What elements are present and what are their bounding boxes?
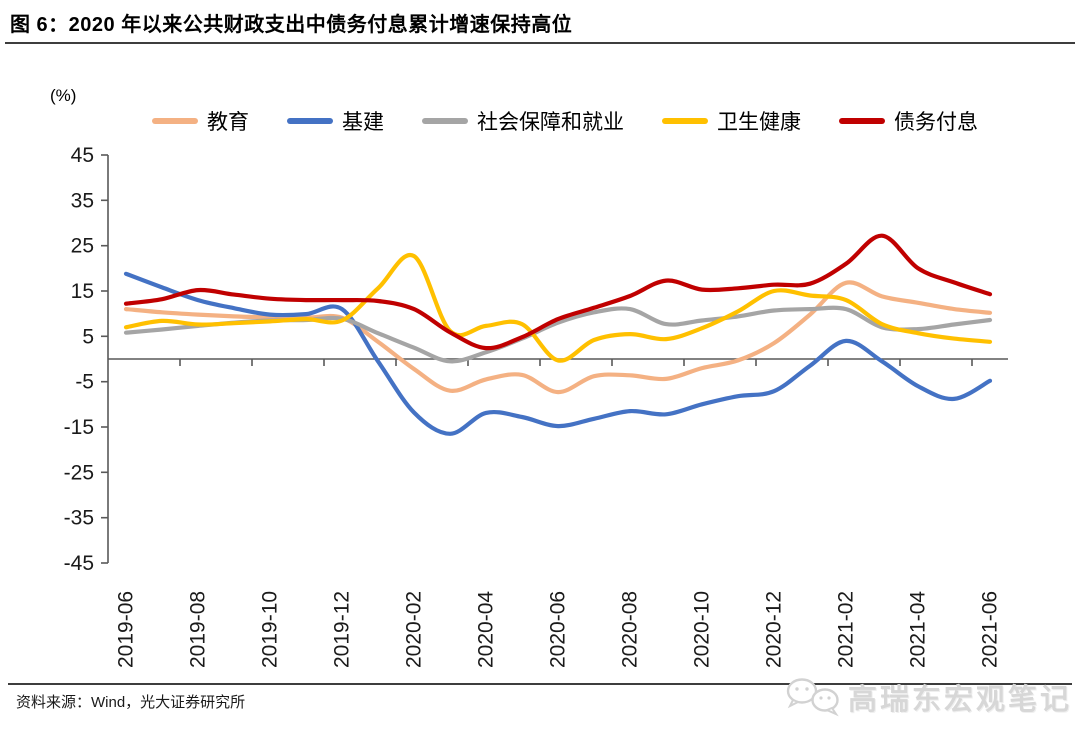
- y-axis-label: 25: [71, 235, 94, 258]
- x-axis-label: 2020-06: [547, 591, 570, 668]
- x-axis-label: 2020-02: [403, 591, 426, 668]
- y-axis-label: 5: [82, 325, 94, 348]
- legend-item-debt-interest: 债务付息: [839, 106, 978, 136]
- y-axis-label: -45: [64, 552, 94, 575]
- legend-item-social-security: 社会保障和就业: [422, 106, 624, 136]
- line-chart: 45 35 25 15 5 -5 -15 -25 -35 -45 2019-06 2019-08 201…: [64, 144, 1008, 668]
- y-axis-unit-label: (%): [50, 86, 77, 105]
- x-axis-label: 2020-12: [763, 591, 786, 668]
- legend-item-health: 卫生健康: [662, 106, 801, 136]
- legend-swatch-infrastructure: [287, 118, 333, 124]
- legend-label-debt-interest: 债务付息: [894, 111, 978, 134]
- wechat-icon: [786, 678, 839, 717]
- y-axis-label: -5: [75, 371, 94, 394]
- x-axis-label: 2020-10: [691, 591, 714, 668]
- legend-item-education: 教育: [152, 106, 249, 136]
- legend-swatch-education: [152, 118, 198, 124]
- legend-swatch-debt-interest: [839, 118, 885, 124]
- x-axis-label: 2019-06: [115, 591, 138, 668]
- title-divider: [5, 42, 1075, 44]
- legend-label-health: 卫生健康: [717, 111, 801, 134]
- legend-swatch-health: [662, 118, 708, 124]
- series-line-卫生健康: [123, 252, 993, 363]
- source-text: 资料来源：Wind，光大证券研究所: [16, 694, 246, 711]
- watermark: 高瑞东宏观笔记: [782, 676, 1072, 718]
- x-axis-label: 2021-06: [979, 591, 1002, 668]
- legend-item-infrastructure: 基建: [287, 106, 384, 136]
- chart-legend: 教育 基建 社会保障和就业 卫生健康 债务付息: [152, 106, 1070, 136]
- x-axis-label: 2020-04: [475, 591, 498, 668]
- y-axis-label: -35: [64, 507, 94, 530]
- y-axis-label: 15: [71, 280, 94, 303]
- x-axis-label: 2021-02: [835, 591, 858, 668]
- figure-title: 图 6：2020 年以来公共财政支出中债务付息累计增速保持高位: [10, 14, 573, 36]
- x-axis-label: 2021-04: [907, 591, 930, 668]
- legend-label-education: 教育: [207, 111, 249, 134]
- series-line-基建: [123, 271, 993, 436]
- y-axis-label: 45: [71, 144, 94, 167]
- series-line-债务付息: [123, 233, 993, 351]
- y-axis-label: -25: [64, 461, 94, 484]
- legend-swatch-social-security: [422, 118, 468, 124]
- y-axis-label: -15: [64, 416, 94, 439]
- x-axis-label: 2019-10: [259, 591, 282, 668]
- x-axis-label: 2019-08: [187, 591, 210, 668]
- x-axis-label: 2019-12: [331, 591, 354, 668]
- x-axis-label: 2020-08: [619, 591, 642, 668]
- watermark-text: 高瑞东宏观笔记: [847, 684, 1072, 716]
- y-axis-label: 35: [71, 189, 94, 212]
- series-line-教育: [123, 280, 993, 395]
- legend-label-social-security: 社会保障和就业: [477, 111, 624, 134]
- footer-divider: [8, 683, 1072, 685]
- legend-label-infrastructure: 基建: [342, 111, 384, 134]
